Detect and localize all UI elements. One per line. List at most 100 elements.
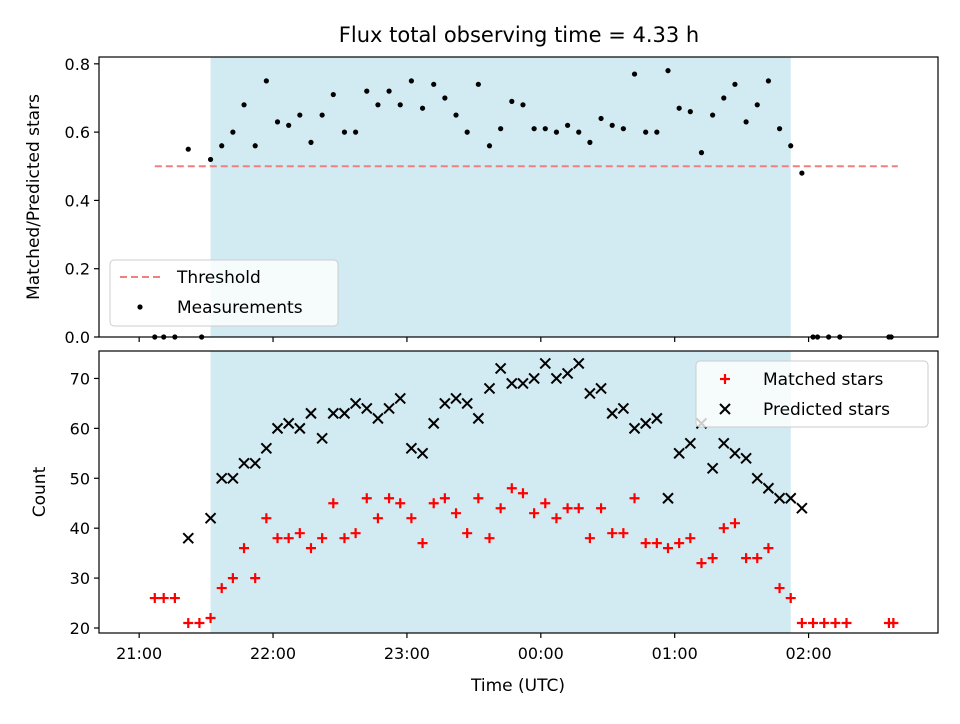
- top-y-tick-label: 0.8: [65, 55, 90, 74]
- predicted-stars-point: [416, 447, 429, 460]
- bot-y-tick-label: 60: [70, 419, 90, 438]
- matched-stars-point: [484, 533, 495, 544]
- measurement-point: [520, 102, 526, 108]
- predicted-stars-point: [405, 442, 418, 455]
- bot-y-tick-label: 30: [70, 569, 90, 588]
- predicted-stars-point: [483, 382, 496, 395]
- predicted-stars-point: [628, 422, 641, 435]
- matched-stars-point: [651, 538, 662, 549]
- matched-stars-point: [540, 498, 551, 509]
- predicted-stars-point: [238, 457, 250, 470]
- matched-stars-point: [305, 543, 316, 554]
- bottom-plot-frame: [98, 350, 939, 634]
- matched-stars-point: [169, 593, 180, 604]
- predicted-stars-point: [182, 532, 194, 544]
- predicted-stars-point: [282, 417, 295, 430]
- measurement-point: [531, 126, 537, 132]
- measurement-point: [241, 102, 247, 108]
- x-axis-label: Time (UTC): [470, 676, 565, 696]
- matched-stars-point: [317, 533, 328, 544]
- measurement-point: [230, 129, 236, 135]
- predicted-stars-point: [349, 397, 362, 410]
- matched-stars-point: [250, 573, 261, 584]
- matched-stars-point: [272, 533, 283, 544]
- predicted-stars-point: [651, 412, 663, 425]
- measurement-point: [620, 126, 626, 132]
- measurement-point: [219, 143, 225, 149]
- x-tick-label: 23:00: [384, 644, 430, 663]
- matched-stars-point: [674, 538, 685, 549]
- predicted-stars-point: [729, 447, 741, 460]
- measurement-point: [207, 156, 214, 163]
- predicted-stars-point: [461, 397, 473, 410]
- predicted-stars-point: [539, 357, 551, 370]
- predicted-stars-point: [472, 412, 485, 425]
- legend-measurements-label: Measurements: [177, 298, 303, 318]
- predicted-stars-point: [361, 402, 373, 415]
- measurement-point: [475, 81, 481, 87]
- measurement-point: [464, 129, 470, 135]
- bottom-ylabel: Count: [30, 466, 50, 517]
- top-ylabel: Matched/Predicted stars: [24, 94, 44, 300]
- measurement-point: [553, 129, 560, 135]
- matched-stars-point: [283, 533, 294, 544]
- legend-matched-swatch: [720, 374, 730, 384]
- measurement-point: [754, 102, 760, 108]
- matched-stars-point: [785, 593, 796, 604]
- predicted-stars-point: [528, 372, 540, 385]
- matched-stars-point: [216, 583, 227, 594]
- matched-stars-point: [328, 498, 339, 509]
- matched-stars-point: [428, 498, 439, 509]
- matched-stars-point: [261, 513, 272, 524]
- matched-stars-point: [596, 503, 607, 514]
- predicted-stars-point: [550, 372, 563, 385]
- predicted-stars-point: [427, 417, 440, 430]
- measurement-point: [687, 109, 693, 115]
- top-y-tick-label: 0.2: [65, 260, 90, 279]
- matched-stars-point: [796, 618, 807, 629]
- measurement-point: [274, 119, 281, 125]
- matched-stars-point: [741, 553, 752, 564]
- matched-stars-point: [517, 488, 528, 499]
- predicted-stars-point: [249, 457, 261, 470]
- measurement-point: [576, 129, 582, 135]
- top-plot-frame: [98, 56, 939, 338]
- bottom-legend-box: [695, 360, 929, 428]
- predicted-stars-point: [216, 472, 228, 484]
- matched-stars-point: [696, 558, 707, 569]
- top-legend: Threshold Measurements: [109, 259, 339, 327]
- measurement-point: [743, 119, 749, 125]
- matched-stars-point: [830, 618, 841, 629]
- measurement-point: [442, 95, 448, 101]
- matched-stars-point: [685, 533, 696, 544]
- matched-stars-point: [729, 518, 740, 529]
- matched-stars-point: [888, 618, 899, 629]
- matched-stars-point: [451, 508, 462, 519]
- matched-stars-point: [205, 613, 216, 624]
- measurement-point: [665, 68, 671, 74]
- matched-stars-point: [640, 538, 651, 549]
- matched-stars-point: [183, 618, 194, 629]
- predicted-stars-point: [706, 462, 719, 474]
- predicted-stars-point: [372, 412, 384, 425]
- predicted-stars-point: [227, 472, 239, 484]
- predicted-stars-point: [584, 387, 596, 400]
- predicted-stars-point: [606, 407, 618, 420]
- matched-stars-point: [819, 618, 830, 629]
- predicted-stars-point: [494, 362, 507, 375]
- measurement-point: [397, 102, 403, 108]
- predicted-stars-point: [506, 377, 518, 390]
- matched-stars-point: [372, 513, 383, 524]
- matched-stars-point: [752, 553, 763, 564]
- bot-y-tick-label: 50: [70, 469, 90, 488]
- matched-stars-point: [663, 543, 674, 554]
- x-tick-label: 22:00: [250, 644, 296, 663]
- x-tick-label: 00:00: [518, 644, 564, 663]
- matched-stars-point: [417, 538, 428, 549]
- matched-stars-point: [707, 553, 718, 564]
- matched-stars-point: [629, 493, 640, 504]
- matched-stars-point: [439, 493, 450, 504]
- predicted-stars-point: [383, 402, 395, 415]
- measurement-point: [297, 112, 303, 118]
